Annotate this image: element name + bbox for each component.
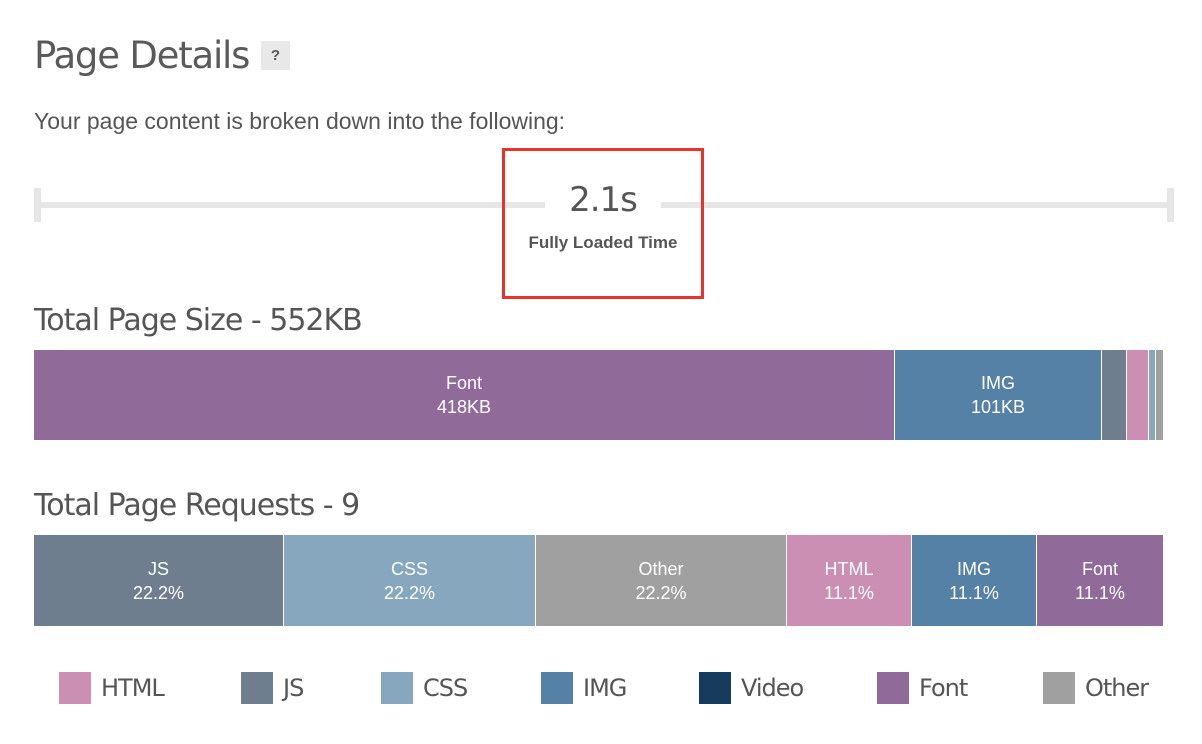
- legend-swatch-icon: [381, 672, 413, 704]
- legend: HTML JS CSS IMG Video Font Other: [59, 672, 1169, 708]
- question-icon: ?: [270, 47, 281, 64]
- legend-label: HTML: [101, 674, 165, 702]
- segment-value: 22.2%: [132, 582, 185, 603]
- legend-item-img[interactable]: IMG: [541, 672, 627, 704]
- page-requests-bar: JS 22.2% CSS 22.2% Other 22.2% HTML 11.1% IMG 11.…: [34, 535, 1163, 626]
- segment-value: 418KB: [436, 397, 492, 417]
- size-segment-js[interactable]: [1102, 350, 1127, 440]
- legend-label: Font: [919, 674, 968, 702]
- total-page-size-title: Total Page Size - 552KB: [34, 303, 363, 338]
- total-page-requests-title: Total Page Requests - 9: [34, 488, 360, 523]
- legend-item-video[interactable]: Video: [699, 672, 804, 704]
- page-subtitle: Your page content is broken down into th…: [34, 108, 566, 134]
- size-segment-font[interactable]: Font 418KB: [34, 350, 895, 440]
- segment-value: 22.2%: [635, 582, 687, 603]
- requests-segment-font[interactable]: Font 11.1%: [1037, 535, 1163, 626]
- metric-background: [545, 176, 661, 236]
- size-segment-html[interactable]: [1127, 350, 1149, 440]
- fully-loaded-time-value: 2.1s: [569, 180, 638, 220]
- legend-label: JS: [283, 674, 304, 702]
- segment-value: 11.1%: [824, 582, 874, 603]
- legend-swatch-icon: [877, 672, 909, 704]
- segment-label: IMG: [957, 558, 991, 579]
- segment-label: HTML: [824, 558, 874, 579]
- segment-label: JS: [147, 558, 169, 579]
- requests-segment-img[interactable]: IMG 11.1%: [912, 535, 1037, 626]
- highlight-box: [502, 148, 704, 299]
- legend-item-html[interactable]: HTML: [59, 672, 165, 704]
- legend-label: CSS: [423, 674, 468, 702]
- size-segment-other[interactable]: [1156, 350, 1163, 440]
- legend-swatch-icon: [699, 672, 731, 704]
- legend-item-other[interactable]: Other: [1043, 672, 1149, 704]
- legend-item-css[interactable]: CSS: [381, 672, 468, 704]
- size-segment-css[interactable]: [1149, 350, 1156, 440]
- segment-label: Font: [445, 373, 483, 393]
- timeline-start-cap: [34, 188, 41, 222]
- segment-value: 22.2%: [383, 582, 436, 603]
- requests-segment-css[interactable]: CSS 22.2%: [284, 535, 536, 626]
- page-title: Page Details: [34, 34, 250, 77]
- segment-value: 11.1%: [1075, 582, 1125, 603]
- requests-segment-html[interactable]: HTML 11.1%: [787, 535, 912, 626]
- segment-label: Other: [638, 558, 684, 579]
- legend-label: Other: [1085, 674, 1149, 702]
- help-button[interactable]: ?: [261, 41, 290, 70]
- requests-segment-js[interactable]: JS 22.2%: [34, 535, 284, 626]
- legend-swatch-icon: [241, 672, 273, 704]
- segment-label: CSS: [390, 558, 428, 579]
- segment-label: Font: [1081, 558, 1119, 579]
- legend-swatch-icon: [1043, 672, 1075, 704]
- timeline-end-cap: [1167, 188, 1174, 222]
- legend-swatch-icon: [541, 672, 573, 704]
- segment-value: 11.1%: [949, 582, 999, 603]
- legend-label: IMG: [583, 674, 627, 702]
- segment-value: 101KB: [970, 397, 1026, 417]
- legend-label: Video: [741, 674, 804, 702]
- legend-item-font[interactable]: Font: [877, 672, 968, 704]
- requests-segment-other[interactable]: Other 22.2%: [536, 535, 787, 626]
- fully-loaded-time-label: Fully Loaded Time: [528, 233, 678, 252]
- legend-swatch-icon: [59, 672, 91, 704]
- page-size-bar: Font 418KB IMG 101KB: [34, 350, 1163, 440]
- segment-label: IMG: [981, 373, 1015, 393]
- size-segment-img[interactable]: IMG 101KB: [895, 350, 1102, 440]
- legend-item-js[interactable]: JS: [241, 672, 304, 704]
